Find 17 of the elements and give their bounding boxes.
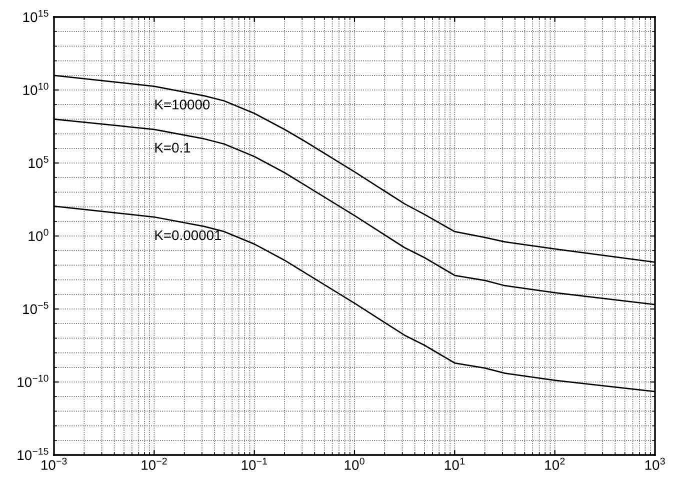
y-tick-label: 10$^{10}$ [23,82,48,96]
x-tick-label: 10$^{1}$ [445,458,464,470]
y-tick-label: 10$^{5}$ [28,156,48,168]
series-label: K=0.00001 [155,230,222,240]
x-tick-label: 10$^{−1}$ [242,458,267,470]
x-tick-label: 10$^{−2}$ [142,458,167,470]
y-tick-label: 10$^{−15}$ [18,448,48,460]
y-tick-label: 10$^{15}$ [23,10,48,22]
y-tick-label: 10$^{−10}$ [18,374,48,388]
series-label: K=0.1 [155,142,190,153]
x-tick-label: 10$^{−3}$ [42,458,67,470]
x-tick-label: 10$^{3}$ [645,458,665,470]
y-tick-label: 10$^{−5}$ [23,302,48,314]
x-tick-label: 10$^{0}$ [344,458,364,470]
x-tick-label: 10$^{2}$ [545,458,565,470]
series-label: K=10000 [155,100,210,110]
y-tick-label: 10$^{0}$ [28,228,48,242]
